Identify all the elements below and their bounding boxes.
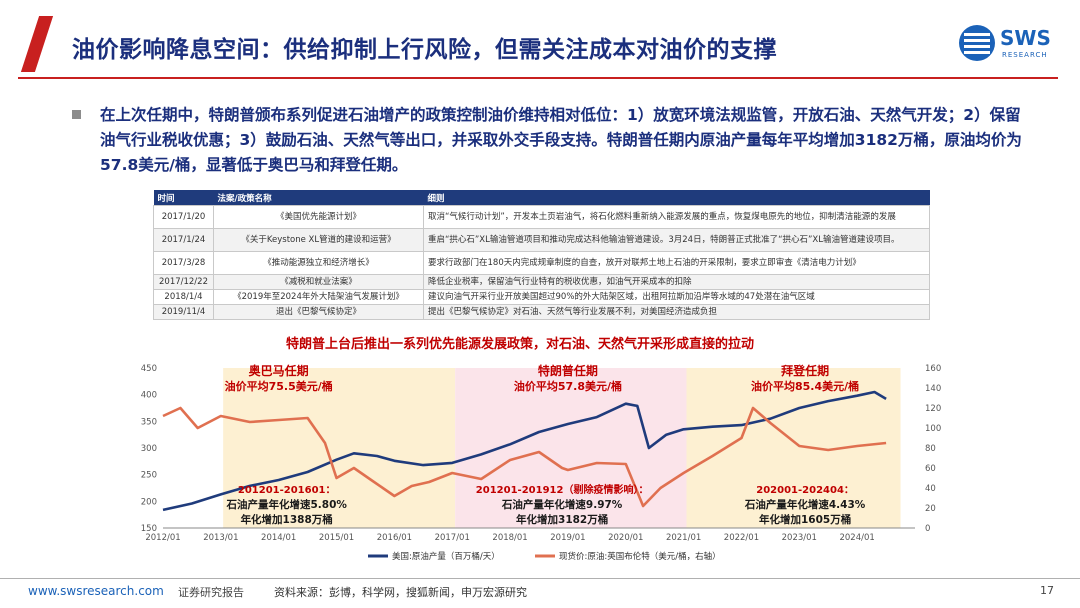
bullet-square-icon — [72, 110, 81, 119]
policy-table: 时间 法案/政策名称 细则 2017/1/20 《美国优先能源计划》 取消“气候… — [153, 190, 930, 320]
y-right-tick-label: 60 — [925, 464, 936, 474]
period-band — [223, 368, 456, 528]
table-row: 2017/1/20 《美国优先能源计划》 取消“气候行动计划”，开发本土页岩油气… — [153, 205, 930, 229]
slide-title: 油价影响降息空间：供给抑制上行风险，但需关注成本对油价的支撑 — [72, 37, 777, 63]
x-tick-label: 2021/01 — [666, 533, 701, 543]
period-name: 拜登任期 — [781, 363, 829, 378]
sws-logo-icon — [959, 25, 995, 61]
x-tick-label: 2023/01 — [782, 533, 817, 543]
logo-subtitle: RESEARCH — [1002, 51, 1048, 59]
x-tick-label: 2019/01 — [550, 533, 585, 543]
legend-label-brent: 现货价:原油:英国布伦特（美元/桶，右轴） — [559, 551, 721, 562]
y-left-tick-label: 200 — [141, 497, 157, 507]
cell-policy: 退出《巴黎气候协定》 — [213, 304, 424, 320]
x-tick-label: 2020/01 — [608, 533, 643, 543]
brent-price-line — [162, 406, 887, 508]
cell-detail: 提出《巴黎气候协定》对石油、天然气等行业发展不利，对美国经济造成负担 — [423, 304, 930, 320]
period-note-increase: 年化增加1605万桶 — [759, 513, 851, 526]
chart-title: 特朗普上台后推出一系列优先能源发展政策，对石油、天然气开采形成直接的拉动 — [286, 336, 754, 352]
period-note-growth: 石油产量年化增速5.80% — [225, 498, 347, 511]
y-right-tick-label: 120 — [925, 404, 941, 414]
bullet-text: 在上次任期中，特朗普颁布系列促进石油增产的政策控制油价维持相对低位：1）放宽环境… — [100, 106, 1022, 174]
cell-policy: 《减税和就业法案》 — [213, 274, 424, 290]
cell-policy: 《推动能源独立和经济增长》 — [213, 251, 424, 275]
x-tick-label: 2012/01 — [145, 533, 180, 543]
period-note-increase: 年化增加3182万桶 — [516, 513, 608, 526]
cell-time: 2019/11/4 — [153, 304, 214, 320]
oil-chart: 特朗普上台后推出一系列优先能源发展政策，对石油、天然气开采形成直接的拉动1502… — [141, 336, 941, 562]
cell-time: 2017/3/28 — [153, 251, 214, 275]
y-left-tick-label: 150 — [141, 524, 157, 534]
y-left-tick-label: 250 — [141, 471, 157, 481]
cell-time: 2017/12/22 — [153, 274, 214, 290]
header-time: 时间 — [153, 190, 214, 206]
period-note-increase: 年化增加1388万桶 — [241, 513, 333, 526]
y-left-tick-label: 300 — [141, 444, 157, 454]
y-right-tick-label: 20 — [925, 504, 936, 514]
sws-logo: SWS RESEARCH — [958, 22, 1058, 66]
period-note-range: 201201-201601： — [238, 485, 336, 496]
production-line — [162, 390, 887, 512]
period-note-growth: 石油产量年化增速4.43% — [744, 498, 866, 511]
table-header-row: 时间 法案/政策名称 细则 — [153, 190, 930, 206]
y-right-tick-label: 0 — [925, 524, 930, 534]
period-name: 特朗普任期 — [538, 363, 598, 378]
x-tick-label: 2015/01 — [319, 533, 354, 543]
cell-detail: 取消“气候行动计划”，开发本土页岩油气，将石化燃料重新纳入能源发展的重点，恢复煤… — [423, 205, 930, 229]
y-right-tick-label: 40 — [925, 484, 936, 494]
table-row: 2017/1/24 《关于Keystone XL管道的建设和运营》 重启“拱心石… — [153, 228, 930, 252]
legend-label-production: 美国:原油产量（百万桶/天） — [392, 551, 500, 562]
cell-policy: 《美国优先能源计划》 — [213, 205, 424, 229]
title-accent-slash — [20, 16, 54, 72]
period-note-range: 201201-201912（剔除疫情影响）： — [476, 483, 649, 496]
y-left-tick-label: 400 — [141, 391, 157, 401]
period-name: 奥巴马任期 — [249, 363, 309, 378]
x-tick-label: 2016/01 — [377, 533, 412, 543]
cell-detail: 要求行政部门在180天内完成规章制度的自查，放开对联邦土地上石油的开采限制，要求… — [423, 251, 930, 275]
x-tick-label: 2024/01 — [839, 533, 874, 543]
table-row: 2018/1/4 《2019年至2024年外大陆架油气发展计划》 建议向油气开采… — [153, 289, 930, 305]
header-policy: 法案/政策名称 — [213, 190, 424, 206]
period-avg-price: 油价平均85.4美元/桶 — [751, 379, 859, 393]
y-right-tick-label: 80 — [925, 444, 936, 454]
period-avg-price: 油价平均57.8美元/桶 — [514, 379, 622, 393]
slide-title-bar: 油价影响降息空间：供给抑制上行风险，但需关注成本对油价的支撑 SWS RESEA… — [0, 0, 1080, 92]
y-right-tick-label: 160 — [925, 364, 941, 374]
logo-name: SWS — [1000, 26, 1051, 50]
cell-policy: 《关于Keystone XL管道的建设和运营》 — [213, 228, 424, 252]
x-tick-label: 2017/01 — [435, 533, 470, 543]
x-tick-label: 2013/01 — [203, 533, 238, 543]
table-row: 2017/3/28 《推动能源独立和经济增长》 要求行政部门在180天内完成规章… — [153, 251, 930, 275]
y-right-tick-label: 100 — [925, 424, 941, 434]
page-number: 17 — [1040, 584, 1054, 597]
y-left-tick-label: 450 — [141, 364, 157, 374]
cell-time: 2017/1/24 — [153, 228, 214, 252]
cell-time: 2017/1/20 — [153, 205, 214, 229]
x-tick-label: 2014/01 — [261, 533, 296, 543]
footer-url[interactable]: www.swsresearch.com — [28, 584, 164, 598]
cell-policy: 《2019年至2024年外大陆架油气发展计划》 — [213, 289, 424, 305]
footer-divider — [0, 578, 1080, 579]
header-detail: 细则 — [423, 190, 930, 206]
period-avg-price: 油价平均75.5美元/桶 — [225, 379, 333, 393]
cell-detail: 重启“拱心石”XL输油管道项目和推动完成达科他输油管道建设。3月24日，特朗普正… — [423, 228, 930, 252]
cell-detail: 降低企业税率，保留油气行业特有的税收优惠，如油气开采成本的扣除 — [423, 274, 930, 290]
x-tick-label: 2022/01 — [724, 533, 759, 543]
y-right-tick-label: 140 — [925, 384, 941, 394]
period-note-growth: 石油产量年化增速9.97% — [501, 498, 623, 511]
table-row: 2019/11/4 退出《巴黎气候协定》 提出《巴黎气候协定》对石油、天然气等行… — [153, 304, 930, 320]
title-underline — [18, 77, 1058, 79]
cell-time: 2018/1/4 — [153, 289, 214, 305]
footer-source: 资料来源：彭博，科学网，搜狐新闻，申万宏源研究 — [274, 586, 527, 599]
footer-category: 证券研究报告 — [178, 586, 244, 599]
table-row: 2017/12/22 《减税和就业法案》 降低企业税率，保留油气行业特有的税收优… — [153, 274, 930, 290]
period-note-range: 202001-202404： — [756, 485, 854, 496]
y-left-tick-label: 350 — [141, 417, 157, 427]
x-tick-label: 2018/01 — [492, 533, 527, 543]
cell-detail: 建议向油气开采行业开放美国超过90%的外大陆架区域，出租阿拉斯加沿岸等水域的47… — [423, 289, 930, 305]
